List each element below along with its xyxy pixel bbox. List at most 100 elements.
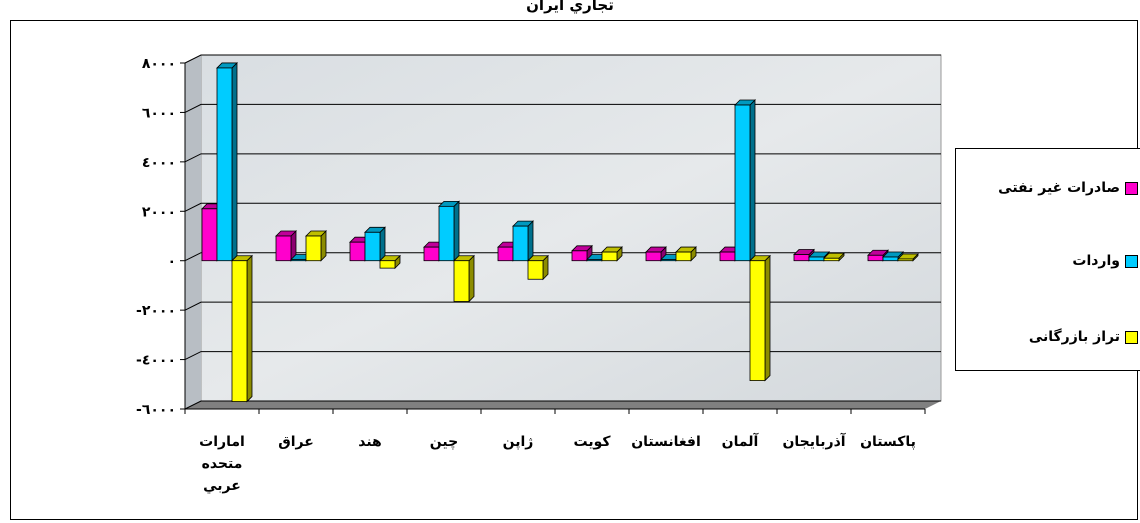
gridline: [184, 400, 941, 410]
legend-label-trade-balance: تراز بازرگانی: [1028, 329, 1120, 345]
bar-front: [823, 257, 840, 262]
x-tick-label: ژاپن: [503, 434, 534, 450]
x-tick-label: امارات: [199, 434, 245, 450]
plot-background: [185, 54, 942, 409]
bar: [749, 254, 771, 382]
gridline: [184, 103, 941, 113]
bar-front: [601, 251, 618, 262]
bar-front: [586, 259, 603, 262]
bar-front: [645, 251, 662, 262]
gridlines: [184, 54, 941, 410]
legend-swatch-trade-balance: [1125, 330, 1138, 344]
x-tick-label: كويت: [574, 434, 612, 450]
legend-item-non-oil-exports: صادرات غير نفتی: [956, 175, 1140, 201]
bar: [527, 254, 549, 281]
y-tick-label: ٤٠٠٠: [142, 155, 176, 171]
x-tick-label: افغانستان: [631, 434, 701, 450]
legend-label-non-oil-exports: صادرات غير نفتی: [998, 180, 1120, 196]
bar-front: [349, 241, 366, 262]
bar-side: [379, 226, 386, 262]
axes: [180, 62, 926, 414]
bar-front: [793, 254, 810, 262]
bar-front: [897, 258, 914, 262]
bar-front: [675, 251, 692, 262]
bar-front: [275, 235, 292, 262]
gridline: [184, 202, 941, 212]
y-tick-labels: ٨٠٠٠ ٦٠٠٠ ٤٠٠٠ ٢٠٠٠ ٠ -٢٠٠٠ -٤٠٠٠ -٦٠٠٠: [136, 56, 176, 418]
plot-back-wall: [200, 54, 942, 402]
bar-front: [719, 251, 736, 262]
x-tick-label: پاكستان: [860, 434, 916, 450]
bar: [231, 254, 253, 403]
x-tick-label: آذربايجان: [782, 432, 846, 450]
bar-front: [497, 246, 514, 262]
bar: [571, 244, 593, 262]
x-tick-label: متحده: [202, 456, 243, 472]
x-tick-labels: امارات متحده عربي عراق هند چين ژاپن كويت افغانست…: [199, 432, 916, 494]
bar-front: [882, 256, 899, 262]
bar-side: [749, 99, 756, 262]
bar: [379, 254, 401, 270]
legend-label-imports: واردات: [1072, 253, 1120, 269]
bar-side: [468, 254, 475, 303]
bars: [201, 61, 919, 403]
plot-floor: [185, 401, 941, 409]
x-tick-label: چين: [430, 434, 458, 450]
bar: [512, 220, 534, 262]
y-tick-label: ٦٠٠٠: [142, 105, 176, 121]
bar-front: [305, 235, 322, 262]
bar-front: [734, 104, 751, 262]
bar: [601, 246, 623, 262]
bar-front: [423, 246, 440, 262]
x-tick-label: آلمان: [722, 432, 760, 450]
bar: [734, 99, 756, 262]
bar: [453, 254, 475, 303]
x-tick-label: عربي: [203, 478, 241, 494]
bar: [897, 253, 919, 262]
bar-front: [290, 259, 307, 262]
bar-front: [216, 67, 233, 262]
bar: [364, 226, 386, 262]
bar: [438, 200, 460, 262]
y-tick-label: -٢٠٠٠: [136, 303, 176, 319]
legend: صادرات غير نفتی واردات تراز بازرگانی: [955, 148, 1140, 371]
y-tick-label: ٢٠٠٠: [142, 204, 176, 220]
bar: [216, 61, 238, 262]
bar: [305, 230, 327, 262]
bar-side: [231, 61, 238, 262]
bar-side: [453, 200, 460, 262]
gridline: [184, 153, 941, 163]
bar-side: [246, 254, 253, 403]
gridline: [184, 301, 941, 311]
bar-front: [512, 225, 529, 262]
legend-item-imports: واردات: [956, 248, 1140, 274]
bar-front: [453, 260, 470, 302]
bar-front: [660, 259, 677, 262]
bar-side: [527, 220, 534, 262]
x-tick-label: هند: [358, 434, 382, 450]
bar-front: [364, 231, 381, 262]
bar-front: [379, 260, 396, 269]
bar-front: [201, 208, 218, 262]
bar: [823, 252, 845, 262]
gridline: [184, 54, 941, 64]
chart-title: تجاري ايران: [526, 0, 614, 14]
legend-swatch-non-oil-exports: [1125, 181, 1138, 195]
plot-side-wall: [185, 55, 201, 409]
bar-side: [764, 254, 771, 382]
bar-front: [438, 205, 455, 262]
legend-swatch-imports: [1125, 254, 1138, 268]
bar-front: [571, 250, 588, 262]
bar: [275, 230, 297, 262]
gridline: [184, 351, 941, 361]
y-tick-label: -٤٠٠٠: [136, 353, 176, 369]
y-tick-label: ٠: [167, 254, 176, 270]
bar-front: [749, 260, 766, 381]
bar-front: [231, 260, 248, 402]
bar-front: [808, 256, 825, 262]
bar-front: [867, 254, 884, 262]
legend-item-trade-balance: تراز بازرگانی: [956, 324, 1140, 350]
x-tick-label: عراق: [278, 434, 314, 450]
bar: [675, 246, 697, 262]
